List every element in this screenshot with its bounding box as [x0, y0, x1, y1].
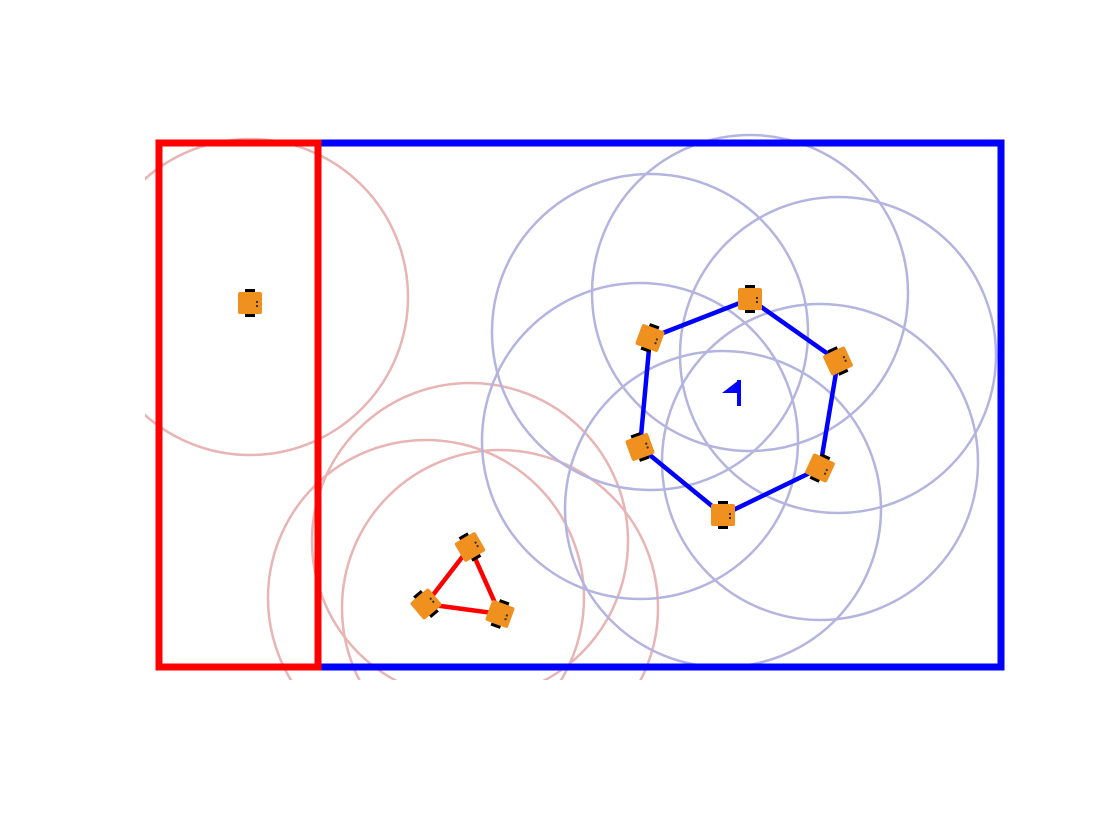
robot-icon: [711, 501, 735, 529]
red-region: [155, 139, 322, 671]
red-tri-1-range-circle: [310, 381, 630, 680]
red-triangle-formation: [421, 542, 504, 617]
blue-hex-1-range-circle: [590, 133, 910, 453]
blue-hex-3-range-circle: [678, 195, 998, 515]
blue-ranges: [480, 133, 998, 669]
robot-icon: [238, 289, 262, 317]
robot-icon: [483, 596, 517, 632]
flag-icon: [722, 380, 741, 406]
blue-hex-2-range-circle: [490, 172, 810, 492]
blue-hex-4-range-circle: [480, 281, 800, 601]
blue-hex-5-range-circle: [660, 302, 980, 622]
blue-region: [314, 139, 1005, 671]
robot-icon: [633, 320, 667, 356]
communication-ranges: [145, 133, 998, 680]
robot-icon: [738, 285, 762, 313]
red-solo-range-circle: [145, 137, 410, 457]
red-tri-2-range-circle: [266, 438, 586, 680]
red-tri-3-range-circle: [340, 448, 660, 680]
red-ranges: [145, 137, 660, 680]
